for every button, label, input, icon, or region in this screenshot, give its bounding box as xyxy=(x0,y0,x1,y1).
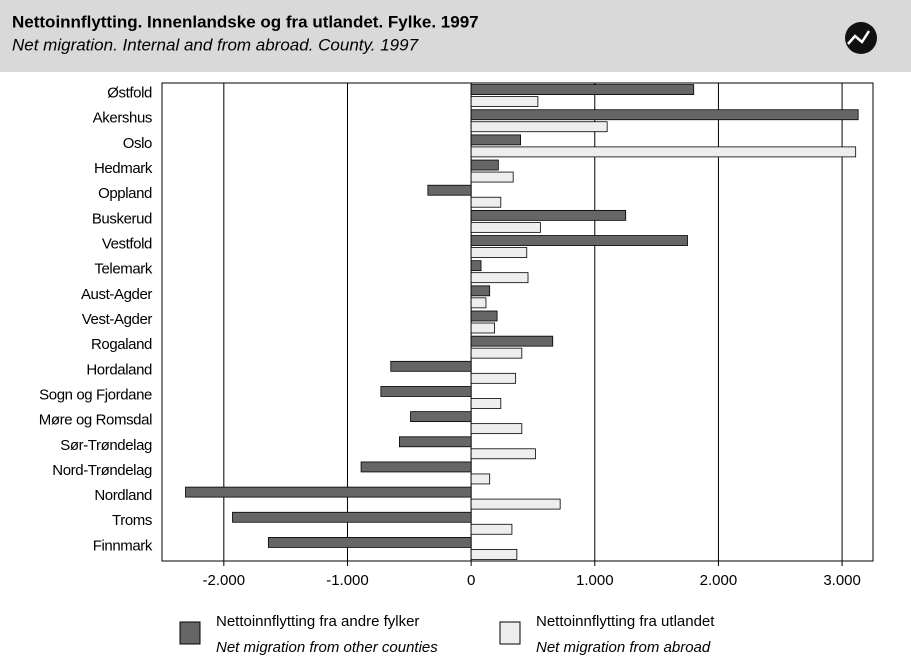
y-tick-label: Troms xyxy=(112,512,152,529)
y-tick-label: Sogn og Fjordane xyxy=(39,386,152,403)
y-tick-label: Buskerud xyxy=(92,210,152,227)
chart-title: Nettoinnflytting. Innenlandske og fra ut… xyxy=(12,12,479,31)
bar xyxy=(470,247,528,258)
bar xyxy=(470,235,688,246)
y-tick-label: Aust-Agder xyxy=(81,286,152,303)
bar xyxy=(470,335,554,347)
bar xyxy=(470,372,517,384)
bar xyxy=(267,537,472,548)
bar xyxy=(470,423,523,435)
bar xyxy=(470,109,859,121)
bar xyxy=(410,411,472,423)
bar xyxy=(470,322,496,334)
y-tick-label: Hordaland xyxy=(86,361,152,378)
bar xyxy=(399,436,472,448)
bar xyxy=(470,498,561,510)
bar xyxy=(470,549,518,560)
y-tick-label: Akershus xyxy=(93,110,152,127)
bar xyxy=(470,221,541,233)
legend-swatch xyxy=(499,621,521,645)
x-tick-label: 0 xyxy=(467,572,475,589)
plot-frame xyxy=(161,82,874,562)
legend-label-en: Net migration from abroad xyxy=(536,639,711,656)
x-tick-label: 1.000 xyxy=(576,572,614,589)
y-tick-label: Sør-Trøndelag xyxy=(60,437,152,454)
bar xyxy=(470,272,529,284)
bar xyxy=(470,473,491,485)
y-tick-label: Nord-Trøndelag xyxy=(52,462,152,479)
bar xyxy=(470,285,491,297)
y-tick-label: Oppland xyxy=(98,185,152,202)
bar xyxy=(470,84,695,95)
legend-label: Nettoinnflytting fra utlandet xyxy=(536,613,715,630)
x-tick-label: -2.000 xyxy=(203,572,246,589)
y-tick-label: Vest-Agder xyxy=(82,311,153,328)
bar xyxy=(470,310,498,322)
y-tick-label: Vestfold xyxy=(102,235,152,252)
y-tick-label: Oslo xyxy=(123,135,152,152)
bar xyxy=(470,196,502,208)
y-tick-label: Telemark xyxy=(94,261,153,278)
bar xyxy=(470,209,627,221)
bar xyxy=(470,347,523,359)
y-tick-label: Finnmark xyxy=(93,537,153,554)
bar xyxy=(232,511,472,523)
bar xyxy=(470,171,514,183)
bar xyxy=(390,360,472,372)
chart-subtitle: Net migration. Internal and from abroad.… xyxy=(12,35,419,54)
x-tick-label: 3.000 xyxy=(823,572,861,589)
bar xyxy=(185,486,472,498)
y-tick-label: Østfold xyxy=(107,85,152,102)
legend-label-en: Net migration from other counties xyxy=(216,639,438,656)
header-bar xyxy=(0,0,911,72)
y-tick-label: Nordland xyxy=(94,487,152,504)
bar xyxy=(470,398,502,409)
bar xyxy=(470,121,608,133)
x-tick-label: 2.000 xyxy=(700,572,738,589)
y-tick-label: Hedmark xyxy=(94,160,153,177)
legend-swatch xyxy=(179,621,201,645)
bar xyxy=(470,134,521,146)
bar xyxy=(470,159,499,171)
bar xyxy=(470,260,482,272)
legend-label: Nettoinnflytting fra andre fylker xyxy=(216,613,419,630)
bar xyxy=(360,461,472,473)
bar xyxy=(380,386,472,397)
y-tick-label: Møre og Romsdal xyxy=(39,412,152,429)
bar xyxy=(470,523,513,535)
logo xyxy=(845,22,877,54)
bar xyxy=(470,297,487,309)
x-tick-label: -1.000 xyxy=(326,572,369,589)
y-tick-label: Rogaland xyxy=(91,336,152,353)
bar xyxy=(470,448,536,460)
bar xyxy=(470,96,539,107)
bar xyxy=(427,184,472,196)
bar xyxy=(470,146,857,158)
